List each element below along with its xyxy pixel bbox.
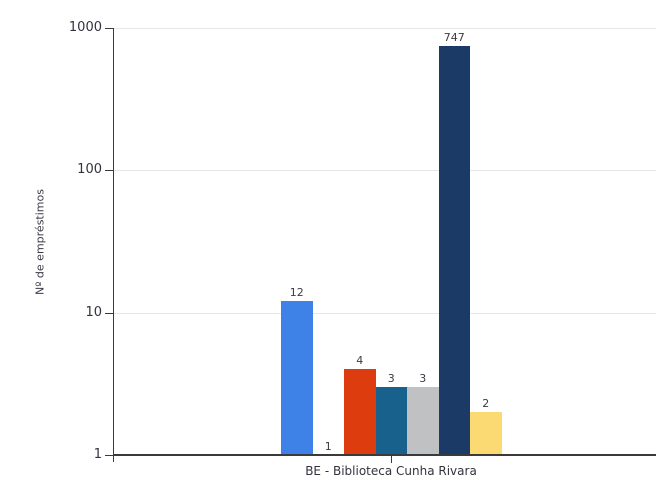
bar-4[interactable] [407,387,439,455]
y-axis-tick-label-1: 1 [93,447,102,462]
gridline-100 [114,170,656,172]
bar-value-label-1: 1 [324,440,332,453]
bar-value-label-3: 3 [387,372,395,386]
y-axis-tick-label-10: 10 [85,304,102,320]
y-axis-line [113,28,114,462]
bar-5[interactable] [438,46,470,455]
bar-value-label-0: 12 [289,286,304,300]
x-category-label: BE - Biblioteca Cunha Rivara [305,464,477,478]
y-axis-tick-label-100: 100 [77,162,102,178]
bar-3[interactable] [375,387,407,455]
plot-area: 12 1 4 3 3 747 2 [114,28,656,455]
y-axis-tick-10 [105,312,113,314]
bar-value-label-6: 2 [482,397,490,411]
y-axis-title: Nº de empréstimos [33,189,47,295]
y-axis-tick-1000 [105,28,113,29]
bar-0[interactable] [281,301,313,455]
y-axis-tick-100 [105,170,113,172]
bar-6[interactable] [470,412,502,455]
y-axis-tick-label-1000: 1000 [68,20,102,35]
bar-value-label-4: 3 [419,372,427,386]
bar-2[interactable] [344,369,376,455]
y-axis-tick-1 [105,455,113,456]
gridline-1000 [114,28,656,29]
x-axis-line [113,454,656,456]
bar-value-label-2: 4 [356,354,364,368]
gridline-10 [114,312,656,314]
bar-value-label-5: 747 [443,31,465,45]
x-axis-tick [391,456,392,463]
